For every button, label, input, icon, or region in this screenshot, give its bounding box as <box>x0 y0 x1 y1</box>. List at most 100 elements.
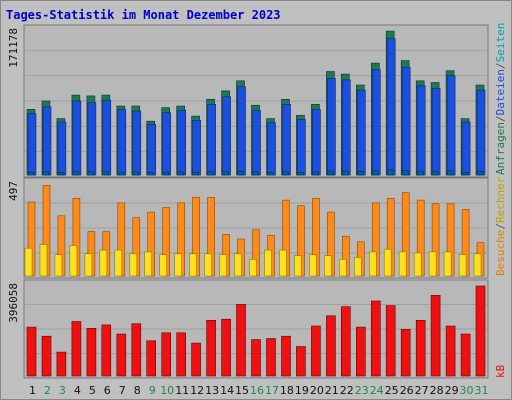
bar-seiten-day-27 <box>416 170 424 176</box>
bar-kb-day-3 <box>56 351 67 377</box>
bar-dateien-day-21 <box>327 78 336 176</box>
bar-rechner-day-8 <box>129 253 138 277</box>
bar-seiten-day-28 <box>431 170 439 176</box>
bar-dateien-day-22 <box>341 79 351 176</box>
bar-seiten-day-31 <box>476 170 484 176</box>
x-tick-label-day-10: 10 <box>160 384 174 397</box>
bar-dateien-day-3 <box>57 121 67 176</box>
x-tick-label-day-25: 25 <box>385 384 399 397</box>
bar-kb-day-28 <box>430 294 441 377</box>
bar-dateien-day-14 <box>222 96 231 176</box>
x-tick-label-day-1: 1 <box>29 384 36 397</box>
y-max-label-top: 171178 <box>7 28 20 68</box>
bar-rechner-day-15 <box>234 253 242 277</box>
x-tick-label-day-23: 23 <box>355 384 369 397</box>
bar-dateien-day-6 <box>102 99 112 176</box>
x-tick-label-day-18: 18 <box>280 384 294 397</box>
bar-rechner-day-7 <box>114 249 123 277</box>
bar-seiten-day-10 <box>162 171 169 176</box>
bar-seiten-day-12 <box>192 171 199 176</box>
bar-rechner-day-6 <box>99 249 108 277</box>
bar-rechner-day-22 <box>338 258 347 277</box>
x-tick-label-day-9: 9 <box>149 384 156 397</box>
bar-rechner-day-10 <box>159 254 167 277</box>
bar-seiten-day-6 <box>102 171 110 176</box>
bar-dateien-day-19 <box>297 119 306 176</box>
bar-rechner-day-19 <box>294 255 302 277</box>
bar-seiten-day-13 <box>207 171 214 176</box>
bar-kb-day-9 <box>146 340 156 377</box>
bar-dateien-day-7 <box>117 109 127 176</box>
bar-rechner-day-16 <box>249 258 257 277</box>
legend-anfragen: Anfragen <box>494 122 507 175</box>
bar-seiten-day-3 <box>57 172 65 176</box>
bar-kb-day-31 <box>475 285 486 377</box>
bar-seiten-day-4 <box>72 171 80 176</box>
bar-dateien-day-15 <box>237 86 246 176</box>
bar-kb-day-22 <box>340 306 351 377</box>
x-tick-label-day-5: 5 <box>89 384 96 397</box>
x-tick-label-day-21: 21 <box>325 384 339 397</box>
bar-kb-day-25 <box>385 305 396 377</box>
bar-rechner-day-21 <box>324 255 332 277</box>
bar-kb-day-30 <box>460 333 471 377</box>
bar-rechner-day-25 <box>383 248 392 277</box>
bar-rechner-day-4 <box>69 245 78 277</box>
bar-kb-day-14 <box>221 318 231 377</box>
bar-kb-day-16 <box>251 339 261 377</box>
legend-top: Anfragen/Dateien/Seiten <box>494 22 507 175</box>
legend-seiten: Seiten <box>494 22 507 63</box>
bar-rechner-day-27 <box>413 252 422 277</box>
bar-dateien-day-17 <box>267 122 276 176</box>
bar-rechner-day-29 <box>443 251 452 277</box>
bar-rechner-day-14 <box>219 254 227 277</box>
bar-dateien-day-1 <box>27 113 37 176</box>
bar-seiten-day-17 <box>267 172 274 176</box>
bar-rechner-day-3 <box>54 254 63 277</box>
x-tick-label-day-28: 28 <box>430 384 444 397</box>
bar-dateien-day-10 <box>162 112 171 176</box>
bar-dateien-day-29 <box>446 75 456 176</box>
bar-kb-day-27 <box>415 319 426 377</box>
bar-seiten-day-25 <box>386 169 394 176</box>
bar-dateien-day-26 <box>401 67 411 176</box>
bar-kb-day-15 <box>236 304 246 377</box>
bar-dateien-day-28 <box>431 88 441 176</box>
x-tick-label-day-17: 17 <box>265 384 279 397</box>
y-max-label-middle: 497 <box>7 181 20 201</box>
legend-bottom: kB <box>494 365 507 378</box>
bar-rechner-day-24 <box>368 251 377 277</box>
bar-kb-day-8 <box>131 323 142 377</box>
bar-seiten-day-29 <box>446 170 454 176</box>
bar-rechner-day-26 <box>398 251 407 277</box>
bar-seiten-day-2 <box>42 171 50 176</box>
bar-kb-day-29 <box>445 325 456 377</box>
bar-kb-day-1 <box>26 326 37 377</box>
x-tick-label-day-30: 30 <box>460 384 474 397</box>
x-tick-label-day-29: 29 <box>445 384 459 397</box>
bar-seiten-day-16 <box>252 171 259 176</box>
bar-seiten-day-30 <box>461 172 469 176</box>
bar-kb-day-20 <box>311 325 321 377</box>
bar-dateien-day-27 <box>416 85 426 176</box>
x-tick-label-day-20: 20 <box>310 384 324 397</box>
bar-rechner-day-18 <box>279 249 287 277</box>
bar-dateien-day-8 <box>132 110 142 176</box>
bar-dateien-day-20 <box>312 109 321 176</box>
bar-seiten-day-7 <box>117 171 125 176</box>
bar-kb-day-19 <box>296 346 306 377</box>
legend-rechner: Rechner <box>494 176 507 224</box>
x-tick-label-day-15: 15 <box>235 384 249 397</box>
legend-kb: kB <box>494 364 507 378</box>
x-tick-label-day-11: 11 <box>175 384 189 397</box>
bar-dateien-day-23 <box>356 89 366 176</box>
bar-kb-day-12 <box>191 342 201 377</box>
bar-kb-day-17 <box>266 338 276 377</box>
bar-dateien-day-16 <box>252 109 261 176</box>
bar-dateien-day-25 <box>386 38 396 176</box>
x-tick-label-day-26: 26 <box>400 384 414 397</box>
legend-dateien: Dateien <box>494 69 507 116</box>
bar-dateien-day-4 <box>72 100 82 176</box>
x-tick-label-day-13: 13 <box>205 384 219 397</box>
